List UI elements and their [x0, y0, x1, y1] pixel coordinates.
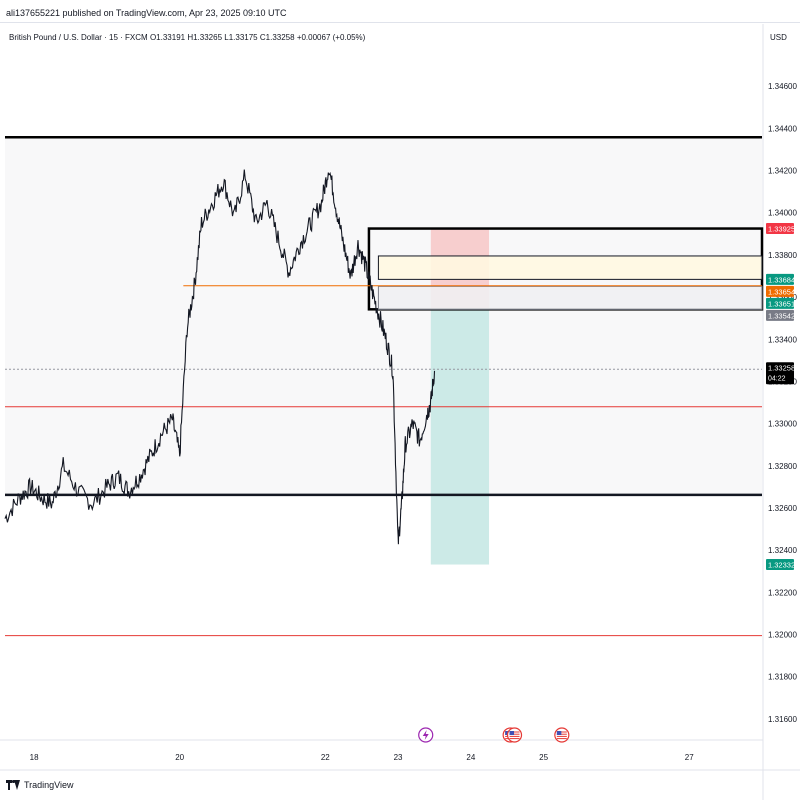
price-label: 1.33258 04:22	[766, 362, 795, 385]
zone-box-2[interactable]	[377, 255, 763, 280]
price-label: 1.33542	[766, 309, 795, 321]
x-tick-label: 22	[321, 753, 330, 762]
tradingview-logo[interactable]: TradingView	[6, 780, 74, 790]
price-line-1	[4, 169, 436, 545]
horizontal-levels[interactable]	[5, 135, 762, 637]
header-divider	[0, 22, 800, 23]
price-change: +0.00067 (+0.05%)	[296, 33, 366, 42]
lightning-glyph	[422, 730, 429, 740]
y-tick-label: 1.34200	[768, 167, 797, 176]
price-label-text: 1.32332	[768, 561, 795, 570]
price-label-bg	[766, 297, 794, 309]
price-series	[4, 169, 436, 545]
symbol-legend[interactable]: British Pound / U.S. Dollar · 15 · FXCM …	[9, 33, 365, 42]
take-profit-zone[interactable]	[430, 309, 490, 565]
y-tick-label: 1.33000	[768, 420, 797, 429]
price-label: 1.33925	[766, 223, 795, 235]
y-tick-label: 1.34000	[768, 209, 797, 218]
price-labels: 1.33925 1.33684 1.33654 1.33651 1.33542 1.332…	[766, 223, 795, 571]
ohlc-open: O1.33191	[149, 33, 186, 42]
price-label-text: 1.33684	[768, 275, 795, 284]
x-tick-label: 25	[539, 753, 548, 762]
price-label-text: 1.33258	[768, 364, 795, 373]
flag-canton	[556, 731, 562, 735]
y-tick-label: 1.32200	[768, 588, 797, 597]
price-label-bg	[766, 309, 794, 321]
lightning-event-icon[interactable]	[418, 727, 434, 743]
price-axis[interactable]: 1.34600 1.34400 1.34200 1.34000 1.33800 1.336…	[768, 82, 797, 724]
chart-grid	[0, 24, 800, 800]
price-label-bg	[766, 559, 794, 571]
x-tick-label: 20	[175, 753, 184, 762]
y-tick-label: 1.32600	[768, 504, 797, 513]
price-label-text: 1.33925	[768, 225, 795, 234]
y-tick-label: 1.33800	[768, 251, 797, 260]
tradingview-logo-text: TradingView	[24, 780, 74, 790]
price-label-text: 1.33651	[768, 299, 795, 308]
price-label: 1.33654	[766, 285, 795, 297]
y-tick-label: 1.31600	[768, 715, 797, 724]
y-tick-label: 1.32000	[768, 631, 797, 640]
price-label-bg	[766, 362, 794, 385]
price-label-text: 1.33542	[768, 311, 795, 320]
ohlc-low: L1.33175	[224, 33, 258, 42]
x-tick-label: 27	[685, 753, 694, 762]
ohlc-close: C1.33258	[259, 33, 295, 42]
range-shade	[5, 137, 762, 495]
event-markers[interactable]	[418, 727, 570, 743]
x-tick-label: 23	[394, 753, 403, 762]
us-flag-event-icon[interactable]	[554, 727, 570, 743]
y-tick-label: 1.31800	[768, 673, 797, 682]
published-by-line: ali137655221 published on TradingView.co…	[6, 8, 287, 18]
flag-canton	[509, 731, 515, 735]
y-tick-label: 1.32800	[768, 462, 797, 471]
price-label-text: 1.33654	[768, 287, 795, 296]
price-label: 1.33684	[766, 273, 795, 285]
price-label: 1.32332	[766, 559, 795, 571]
currency-label: USD	[770, 33, 787, 42]
x-tick-label: 18	[30, 753, 39, 762]
x-tick-label: 24	[466, 753, 475, 762]
price-label-bg	[766, 285, 794, 297]
zone-box-3[interactable]	[377, 285, 763, 310]
time-axis[interactable]: 18 20 22 23 24 25 27	[30, 753, 695, 762]
ohlc-high: H1.33265	[187, 33, 223, 42]
price-label-bg	[766, 223, 794, 235]
zone-rectangles[interactable]	[367, 227, 764, 311]
price-label-bg	[766, 273, 794, 285]
y-tick-label: 1.32400	[768, 546, 797, 555]
y-tick-label: 1.34400	[768, 124, 797, 133]
y-tick-label: 1.34600	[768, 82, 797, 91]
chart-background	[5, 137, 762, 495]
y-tick-label: 1.33400	[768, 335, 797, 344]
price-label-countdown: 04:22	[768, 376, 786, 383]
tradingview-icon	[6, 780, 20, 790]
y-tick-label: 1.33600	[768, 293, 797, 302]
us-flag-event-icon[interactable]	[506, 727, 523, 743]
price-label: 1.33651	[766, 297, 795, 309]
symbol-name: British Pound / U.S. Dollar · 15 · FXCM	[9, 33, 148, 42]
